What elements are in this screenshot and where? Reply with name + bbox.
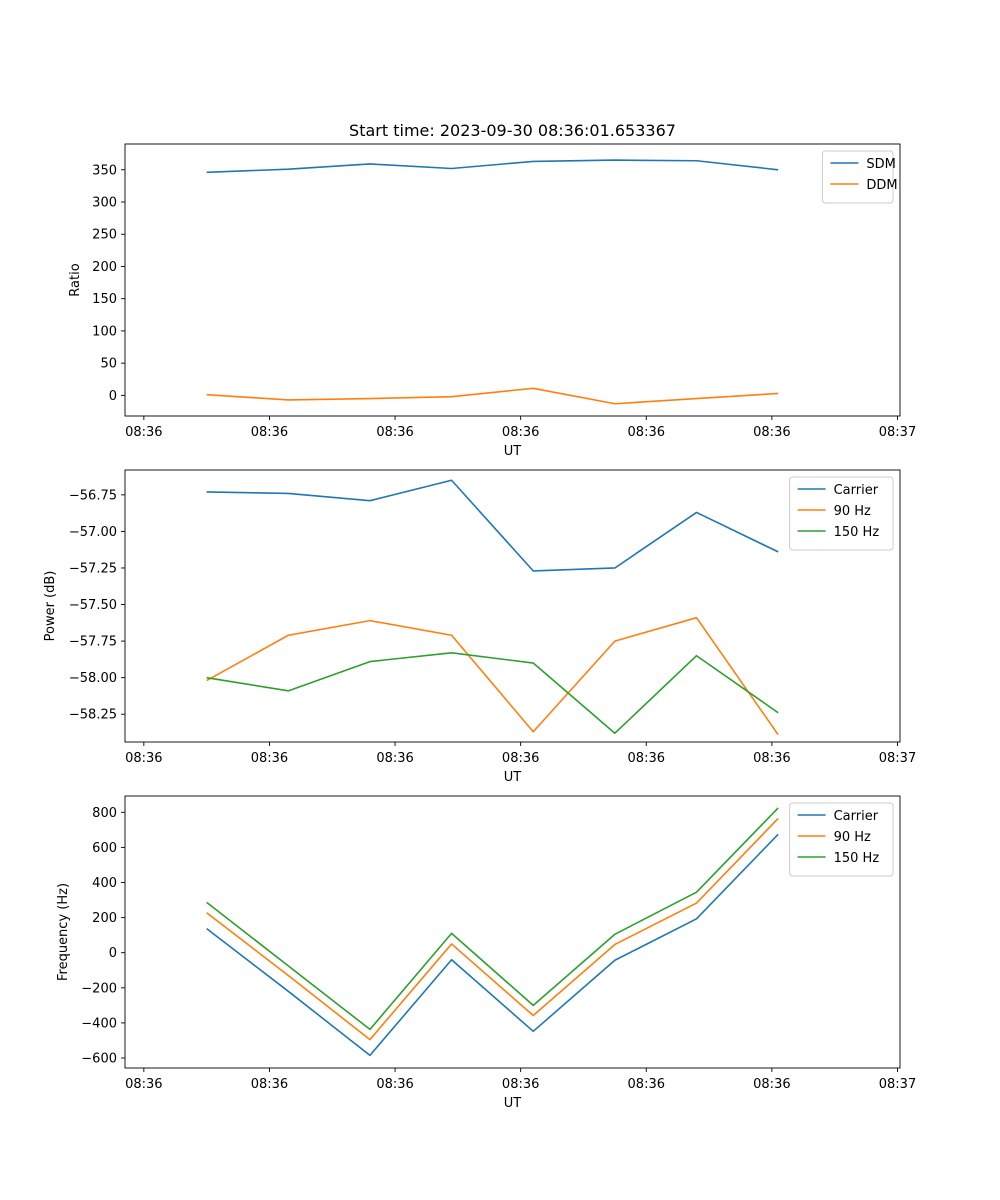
ratio-x-axis-label: UT — [504, 444, 522, 459]
frequency-x-axis-label: UT — [504, 1096, 522, 1111]
frequency-y-tick-label: 600 — [92, 841, 117, 856]
panel-frequency: 08:36 08:36 08:36 08:36 08:36 08:36 08:37 −600 −… — [56, 795, 916, 1111]
power-legend-label: 150 Hz — [834, 525, 880, 540]
ratio-x-tick-label: 08:37 — [879, 425, 916, 440]
ratio-x-tick-label: 08:36 — [753, 425, 790, 440]
ratio-y-tick-label: 100 — [92, 324, 117, 339]
ratio-series-line-sdm — [206, 159, 779, 174]
power-y-tick-label: −57.25 — [69, 561, 117, 576]
ratio-legend: SDM DDM — [821, 150, 898, 204]
ratio-y-tick-label: 150 — [92, 292, 117, 307]
power-y-tick-label: −57.50 — [69, 598, 117, 613]
frequency-legend-label: 150 Hz — [834, 851, 880, 866]
panel-power: 08:36 08:36 08:36 08:36 08:36 08:36 08:37 −58.2… — [43, 469, 916, 785]
power-x-tick-label: 08:36 — [125, 751, 162, 766]
ratio-y-tick-label: 200 — [92, 260, 117, 275]
power-series-line-150-hz — [206, 652, 779, 735]
frequency-y-axis-label: Frequency (Hz) — [56, 883, 71, 981]
power-x-tick-label: 08:37 — [879, 751, 916, 766]
power-y-tick-label: −57.00 — [69, 525, 117, 540]
frequency-y-tick-label: −200 — [81, 981, 117, 996]
frequency-y-tick-label: 800 — [92, 806, 117, 821]
power-y-tick-label: −57.75 — [69, 635, 117, 650]
power-legend-label: 90 Hz — [834, 504, 871, 519]
frequency-x-tick-label: 08:37 — [879, 1077, 916, 1092]
frequency-x-tick-label: 08:36 — [753, 1077, 790, 1092]
ratio-legend-label: SDM — [866, 157, 895, 172]
power-y-tick-label: −56.75 — [69, 488, 117, 503]
ratio-x-tick-label: 08:36 — [502, 425, 539, 440]
ratio-y-tick-label: 350 — [92, 163, 117, 178]
power-series-line-90-hz — [206, 616, 779, 736]
ratio-x-tick-label: 08:36 — [376, 425, 413, 440]
frequency-x-tick-label: 08:36 — [628, 1077, 665, 1092]
power-x-tick-label: 08:36 — [753, 751, 790, 766]
frequency-x-tick-label: 08:36 — [376, 1077, 413, 1092]
frequency-series-line-150-hz — [206, 807, 779, 1031]
ratio-y-tick-label: 300 — [92, 196, 117, 211]
power-axes-frame — [124, 469, 901, 743]
frequency-y-tick-label: −400 — [81, 1016, 117, 1031]
figure-title: Start time: 2023-09-30 08:36:01.653367 — [349, 121, 676, 140]
frequency-series-line-carrier — [206, 833, 779, 1057]
ratio-y-tick-label: 0 — [109, 389, 117, 404]
ratio-y-tick-label: 50 — [100, 357, 117, 372]
frequency-legend: Carrier 90 Hz 150 Hz — [789, 802, 894, 877]
ratio-y-axis-label: Ratio — [68, 263, 83, 296]
power-x-tick-label: 08:36 — [376, 751, 413, 766]
frequency-legend-label: 90 Hz — [834, 830, 871, 845]
frequency-x-tick-label: 08:36 — [251, 1077, 288, 1092]
frequency-y-tick-label: 400 — [92, 876, 117, 891]
ratio-y-tick-label: 250 — [92, 228, 117, 243]
frequency-y-tick-label: 0 — [109, 946, 117, 961]
power-legend-label: Carrier — [834, 483, 879, 498]
ratio-legend-label: DDM — [866, 178, 897, 193]
power-x-axis-label: UT — [504, 770, 522, 785]
ratio-legend-box — [821, 150, 894, 204]
frequency-series-line-90-hz — [206, 817, 779, 1041]
power-y-tick-label: −58.25 — [69, 708, 117, 723]
frequency-axes-frame — [124, 795, 901, 1069]
ratio-x-tick-label: 08:36 — [125, 425, 162, 440]
ratio-x-tick-label: 08:36 — [251, 425, 288, 440]
power-y-axis-label: Power (dB) — [43, 571, 58, 642]
power-x-tick-label: 08:36 — [251, 751, 288, 766]
frequency-x-tick-label: 08:36 — [125, 1077, 162, 1092]
frequency-legend-label: Carrier — [834, 809, 879, 824]
power-legend: Carrier 90 Hz 150 Hz — [789, 476, 894, 551]
ratio-series-line-ddm — [206, 387, 779, 405]
power-y-tick-label: −58.00 — [69, 671, 117, 686]
frequency-x-tick-label: 08:36 — [502, 1077, 539, 1092]
frequency-y-tick-label: 200 — [92, 911, 117, 926]
ratio-axes-frame — [124, 143, 901, 417]
power-x-tick-label: 08:36 — [628, 751, 665, 766]
ratio-x-tick-label: 08:36 — [628, 425, 665, 440]
power-series-line-carrier — [206, 479, 779, 572]
power-x-tick-label: 08:36 — [502, 751, 539, 766]
frequency-y-tick-label: −600 — [81, 1051, 117, 1066]
panel-ratio: 08:36 08:36 08:36 08:36 08:36 08:36 08:37 0 50 10… — [68, 143, 916, 459]
